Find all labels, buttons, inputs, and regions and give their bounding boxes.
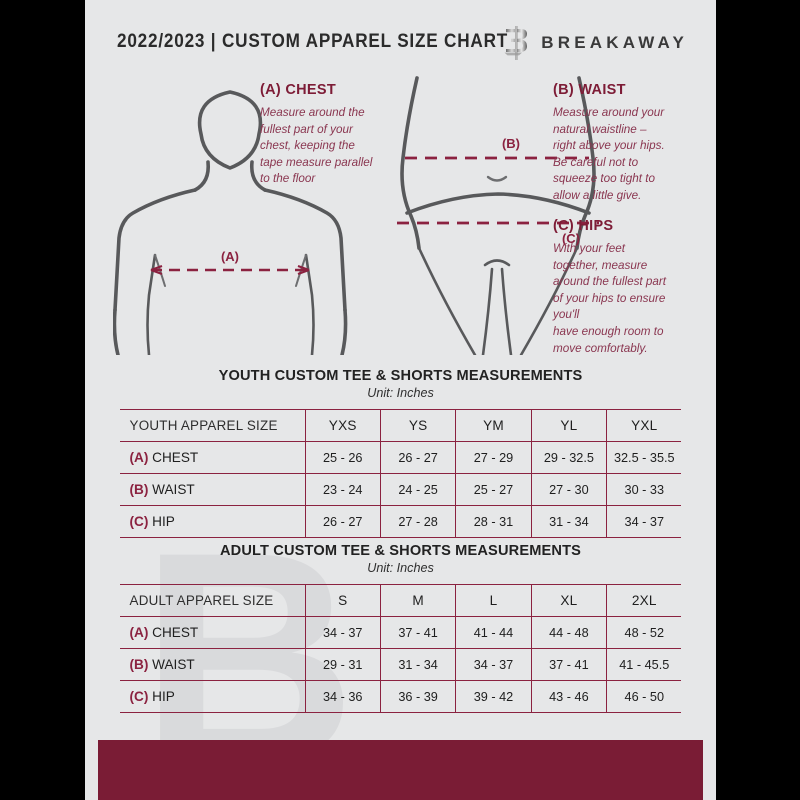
adult-waist-s: 29 - 31 xyxy=(304,648,381,681)
adult-row-label-waist: (B) WAIST xyxy=(119,648,306,681)
youth-size-column-yl: YL xyxy=(530,409,607,442)
adult-hip-s: 34 - 36 xyxy=(304,680,381,713)
youth-size-column-yxl: YXL xyxy=(606,409,682,442)
measurement-tag: (B) xyxy=(129,657,149,672)
table-row: (B) WAIST 29 - 31 31 - 34 34 - 37 37 - 41 41 … xyxy=(119,648,682,681)
adult-waist-l: 34 - 37 xyxy=(455,648,532,681)
measurement-tag: (B) xyxy=(129,482,149,497)
youth-row-label-chest: (A) CHEST xyxy=(119,441,306,474)
adult-chest-m: 37 - 41 xyxy=(379,616,456,649)
info-body-waist: Measure around your natural waistline – … xyxy=(553,106,665,203)
info-body-chest: Measure around the fullest part of your … xyxy=(260,106,373,186)
adult-chest-2xl: 48 - 52 xyxy=(606,616,682,649)
measurement-tag: (A) xyxy=(129,450,149,465)
waist-line-label: (B) xyxy=(502,136,520,151)
youth-row-label-waist: (B) WAIST xyxy=(119,473,306,506)
adult-measurements-section: ADULT CUSTOM TEE & SHORTS MEASUREMENTS U… xyxy=(85,543,716,713)
adult-waist-m: 31 - 34 xyxy=(379,648,456,681)
brand-name: BREAKAWAY xyxy=(541,33,688,52)
table-row: (C) HIP 34 - 36 36 - 39 39 - 42 43 - 46 46 - … xyxy=(119,680,682,713)
adult-hip-2xl: 46 - 50 xyxy=(606,680,682,713)
youth-waist-yxs: 23 - 24 xyxy=(304,473,381,506)
adult-size-column-xl: XL xyxy=(530,584,607,617)
adult-row-label-hip: (C) HIP xyxy=(119,680,306,713)
adult-hip-m: 36 - 39 xyxy=(379,680,456,713)
youth-waist-yxl: 30 - 33 xyxy=(606,473,682,506)
youth-size-column-yxs: YXS xyxy=(304,409,381,442)
adult-size-column-l: L xyxy=(455,584,532,617)
bottom-accent-bar xyxy=(98,740,703,800)
table-row: (B) WAIST 23 - 24 24 - 25 25 - 27 27 - 30 30 … xyxy=(119,473,682,506)
adult-waist-xl: 37 - 41 xyxy=(530,648,607,681)
adult-chest-s: 34 - 37 xyxy=(304,616,381,649)
adult-table-unit: Unit: Inches xyxy=(367,561,434,575)
adult-table-title: ADULT CUSTOM TEE & SHORTS MEASUREMENTS xyxy=(219,543,582,559)
adult-table-header-row: ADULT APPAREL SIZE S M L XL 2XL xyxy=(119,584,682,617)
adult-size-table: ADULT APPAREL SIZE S M L XL 2XL (A) CHEST 34 - … xyxy=(119,584,682,713)
adult-size-column-2xl: 2XL xyxy=(606,584,682,617)
adult-size-column-s: S xyxy=(304,584,381,617)
table-row: (C) HIP 26 - 27 27 - 28 28 - 31 31 - 34 34 - … xyxy=(119,505,682,538)
info-block-chest: (A) CHEST Measure around the fullest par… xyxy=(260,82,415,188)
breakaway-b-logo-icon xyxy=(502,26,528,60)
measurement-tag: (C) xyxy=(129,689,149,704)
youth-size-column-ym: YM xyxy=(455,409,532,442)
youth-table-unit: Unit: Inches xyxy=(367,386,434,400)
youth-hip-ys: 27 - 28 xyxy=(379,505,456,538)
lower-body-figure: (B) (C) xyxy=(397,76,599,355)
measurement-tag: (C) xyxy=(129,514,149,529)
brand-lockup: BREAKAWAY xyxy=(502,26,688,60)
youth-chest-yxs: 25 - 26 xyxy=(304,441,381,474)
youth-hip-yxs: 26 - 27 xyxy=(304,505,381,538)
youth-size-table: YOUTH APPAREL SIZE YXS YS YM YL YXL (A) CHEST 2… xyxy=(119,409,682,538)
info-block-waist: (B) WAIST Measure around your natural wa… xyxy=(553,82,705,205)
youth-chest-ym: 27 - 29 xyxy=(455,441,532,474)
youth-waist-yl: 27 - 30 xyxy=(530,473,607,506)
youth-chest-yxl: 32.5 - 35.5 xyxy=(606,441,682,474)
adult-waist-2xl: 41 - 45.5 xyxy=(606,648,682,681)
youth-size-column-ys: YS xyxy=(379,409,456,442)
page-title: 2022/2023 | CUSTOM APPAREL SIZE CHART xyxy=(117,30,509,52)
youth-waist-ys: 24 - 25 xyxy=(379,473,456,506)
adult-size-column-m: M xyxy=(379,584,456,617)
adult-hip-xl: 43 - 46 xyxy=(530,680,607,713)
youth-row-label-hip: (C) HIP xyxy=(119,505,306,538)
info-body-hips: With your feet together, measure around … xyxy=(553,242,667,355)
youth-chest-ys: 26 - 27 xyxy=(379,441,456,474)
youth-chest-yl: 29 - 32.5 xyxy=(530,441,607,474)
youth-hip-yl: 31 - 34 xyxy=(530,505,607,538)
adult-chest-xl: 44 - 48 xyxy=(530,616,607,649)
youth-waist-ym: 25 - 27 xyxy=(455,473,532,506)
table-row: (A) CHEST 25 - 26 26 - 27 27 - 29 29 - 32.5 3… xyxy=(119,441,682,474)
adult-row-label-chest: (A) CHEST xyxy=(119,616,306,649)
info-title-waist: (B) WAIST xyxy=(553,82,626,98)
youth-apparel-size-header: YOUTH APPAREL SIZE xyxy=(119,409,306,442)
info-block-hips: (C) HIPS With your feet together, measur… xyxy=(553,218,705,357)
chest-line-label: (A) xyxy=(221,249,239,264)
size-chart-page: B 2022/2023 | CUSTOM APPAREL SIZE CHART xyxy=(85,0,716,800)
body-diagrams: (A) (B) (C) xyxy=(85,70,716,355)
info-title-hips: (C) HIPS xyxy=(553,218,614,234)
adult-chest-l: 41 - 44 xyxy=(455,616,532,649)
adult-apparel-size-header: ADULT APPAREL SIZE xyxy=(119,584,306,617)
youth-table-title: YOUTH CUSTOM TEE & SHORTS MEASUREMENTS xyxy=(218,368,583,384)
info-title-chest: (A) CHEST xyxy=(260,82,336,98)
youth-hip-ym: 28 - 31 xyxy=(455,505,532,538)
page-header: 2022/2023 | CUSTOM APPAREL SIZE CHART xyxy=(85,26,716,66)
table-row: (A) CHEST 34 - 37 37 - 41 41 - 44 44 - 48 48 … xyxy=(119,616,682,649)
measurement-tag: (A) xyxy=(129,625,149,640)
upper-body-figure: (A) xyxy=(113,90,348,355)
hip-line-label: (C) xyxy=(562,231,580,246)
adult-hip-l: 39 - 42 xyxy=(455,680,532,713)
youth-measurements-section: YOUTH CUSTOM TEE & SHORTS MEASUREMENTS U… xyxy=(85,368,716,538)
youth-hip-yxl: 34 - 37 xyxy=(606,505,682,538)
youth-table-header-row: YOUTH APPAREL SIZE YXS YS YM YL YXL xyxy=(119,409,682,442)
